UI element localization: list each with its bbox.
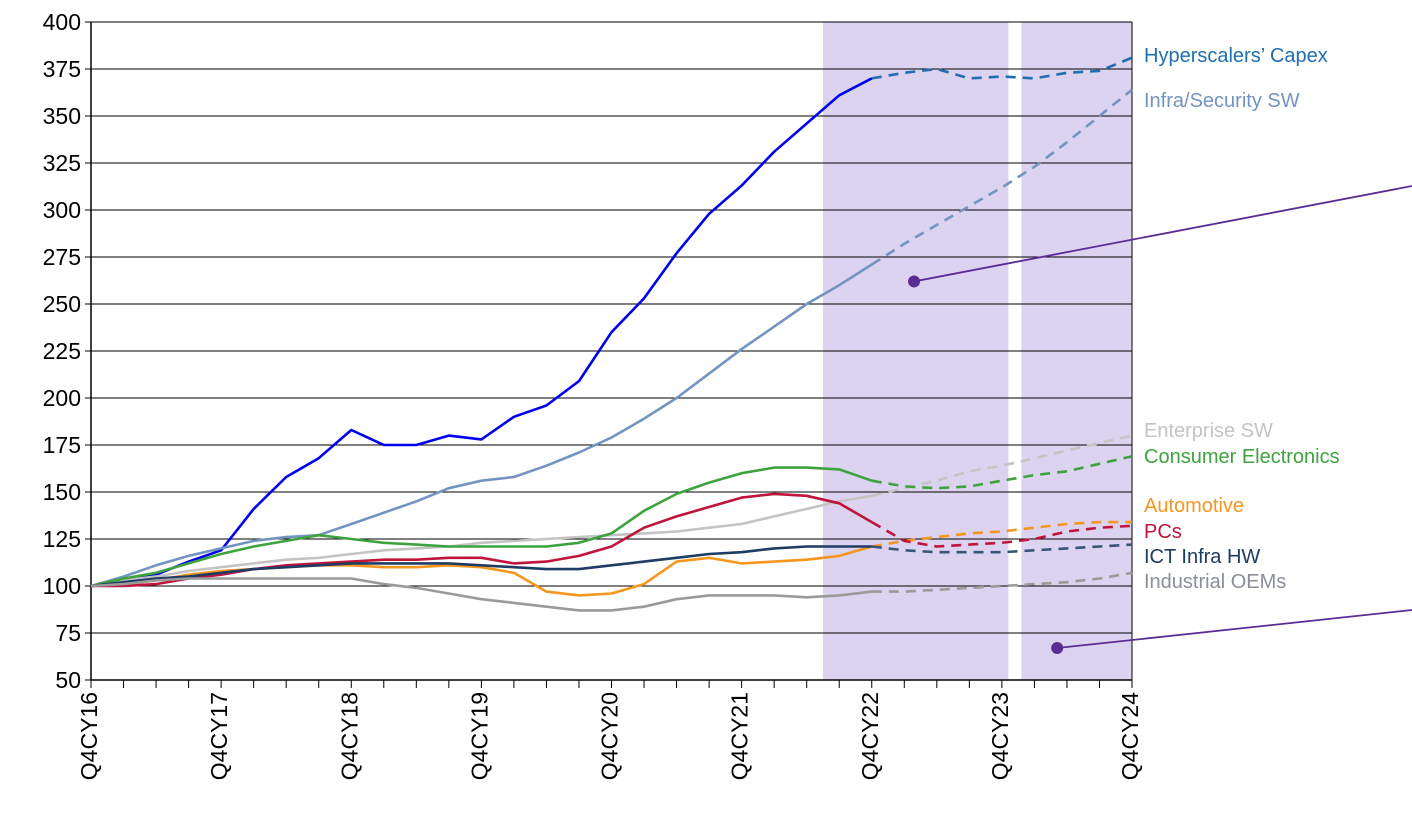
y-tick-label: 325 [43, 150, 81, 176]
y-tick-label: 125 [43, 526, 81, 552]
y-tick-label: 50 [55, 667, 81, 693]
annotations [908, 185, 1412, 655]
x-tick-label: Q4CY18 [336, 692, 362, 780]
x-tick-label: Q4CY17 [206, 692, 232, 780]
x-tick-label: Q4CY23 [987, 692, 1013, 780]
label-ict-infra-hw: ICT Infra HW [1144, 546, 1260, 568]
series-line-0 [90, 77, 873, 588]
label-enterprise-sw: Enterprise SW [1144, 420, 1273, 442]
series-line-2 [90, 494, 873, 588]
label-automotive: Automotive [1144, 495, 1244, 517]
y-tick-label: 175 [43, 432, 81, 458]
series-labels: Hyperscalers’ Capex Infra/Security SW En… [1144, 45, 1340, 593]
y-tick-label: 150 [43, 479, 81, 505]
y-tick-label: 75 [55, 620, 81, 646]
series-line-3 [90, 466, 873, 588]
x-tick-label: Q4CY20 [597, 692, 623, 780]
y-tick-label: 300 [43, 197, 81, 223]
y-tick-label: 400 [43, 9, 81, 35]
series-forecast-line-7 [871, 571, 1133, 593]
x-tick-label: Q4CY21 [727, 692, 753, 780]
y-tick-label: 275 [43, 244, 81, 270]
y-tick-label: 350 [43, 103, 81, 129]
y-tick-label: 200 [43, 385, 81, 411]
x-tick-label: Q4CY16 [76, 692, 102, 780]
x-tick-label: Q4CY19 [466, 692, 492, 780]
series-forecast-line-1 [871, 88, 1133, 266]
x-tick-label: Q4CY22 [857, 692, 883, 780]
series-line-6 [90, 545, 872, 588]
series-forecast-line-2 [871, 434, 1133, 498]
callout-dot-1 [908, 275, 921, 288]
series-forecast-line-4 [871, 520, 1132, 548]
axes: 50 75 100 125 150 175 200 225 250 275 300 325 350 375… [43, 9, 1143, 780]
series-line-5 [91, 492, 873, 588]
label-infra-security-sw: Infra/Security SW [1144, 90, 1300, 112]
label-industrial-oems: Industrial OEMs [1144, 571, 1286, 593]
series-forecast-line-6 [871, 543, 1133, 554]
y-tick-label: 100 [43, 573, 81, 599]
series-lines [90, 56, 1133, 612]
callout-dot-2 [1051, 642, 1064, 655]
series-forecast-line-5 [871, 520, 1133, 548]
y-tick-label: 250 [43, 291, 81, 317]
series-line-7 [90, 577, 872, 612]
label-consumer-electronics: Consumer Electronics [1144, 446, 1340, 468]
y-tick-label: 375 [43, 56, 81, 82]
callout-line-1 [913, 185, 1412, 283]
x-tick-label: Q4CY24 [1117, 692, 1143, 780]
y-tick-label: 225 [43, 338, 81, 364]
series-line-4 [90, 545, 873, 597]
label-hyperscalers-capex: Hyperscalers’ Capex [1144, 45, 1328, 67]
label-pcs: PCs [1144, 521, 1182, 543]
series-forecast-line-0 [871, 56, 1133, 80]
series-forecast-line-3 [871, 455, 1133, 490]
callout-line-2 [1057, 609, 1412, 649]
series-line-1 [90, 263, 873, 588]
gridlines [91, 21, 1132, 634]
